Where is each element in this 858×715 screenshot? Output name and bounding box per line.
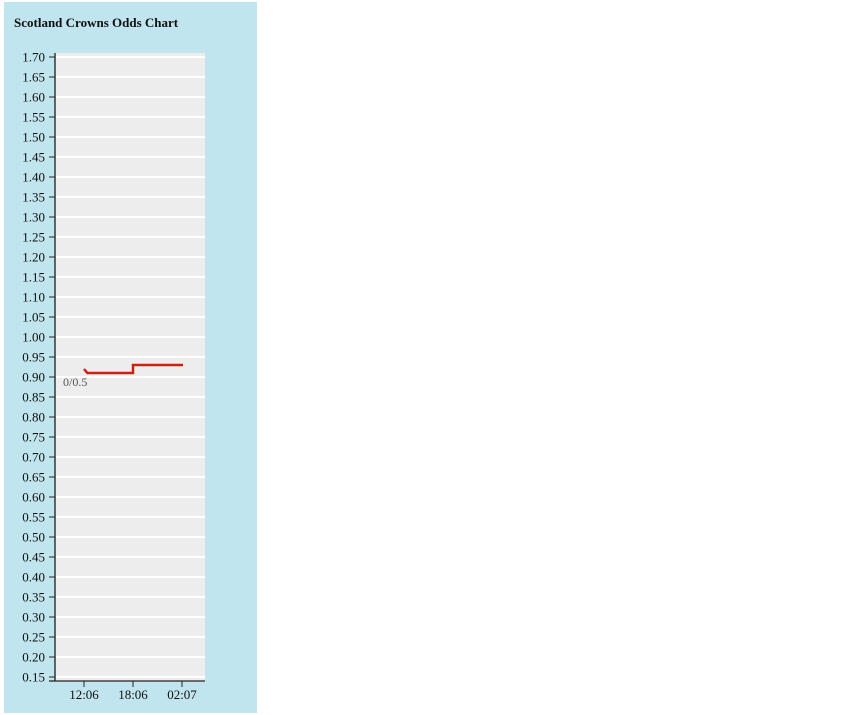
y-tick-label: 0.30 [22, 610, 45, 625]
y-tick-label: 0.85 [22, 390, 45, 405]
x-tick-label: 02:07 [167, 687, 197, 702]
y-tick-label: 1.05 [22, 310, 45, 325]
y-tick-label: 1.10 [22, 290, 45, 305]
plot-area [56, 53, 205, 681]
y-tick-label: 0.25 [22, 630, 45, 645]
y-tick-label: 0.35 [22, 590, 45, 605]
y-tick-label: 0.40 [22, 570, 45, 585]
x-tick-label: 18:06 [118, 687, 148, 702]
y-tick-label: 0.95 [22, 350, 45, 365]
y-tick-label: 1.45 [22, 150, 45, 165]
y-tick-label: 1.40 [22, 170, 45, 185]
y-tick-label: 1.00 [22, 330, 45, 345]
odds-chart: 1.70 1.65 1.60 1.55 1.50 1.45 1.40 1.35 1.30 1.25… [4, 2, 257, 713]
chart-title: Scotland Crowns Odds Chart [14, 15, 179, 30]
y-tick-label: 0.80 [22, 410, 45, 425]
y-tick-label: 0.65 [22, 470, 45, 485]
y-tick-label: 1.25 [22, 230, 45, 245]
y-tick-label: 0.60 [22, 490, 45, 505]
y-tick-label: 0.15 [22, 670, 45, 685]
y-tick-label: 1.55 [22, 110, 45, 125]
y-tick-label: 0.55 [22, 510, 45, 525]
y-tick-label: 0.70 [22, 450, 45, 465]
y-tick-label: 1.30 [22, 210, 45, 225]
y-tick-label: 1.35 [22, 190, 45, 205]
y-tick-label: 1.20 [22, 250, 45, 265]
odds-annotation: 0/0.5 [63, 375, 87, 389]
y-tick-label: 0.90 [22, 370, 45, 385]
y-tick-label: 0.45 [22, 550, 45, 565]
y-tick-label: 1.65 [22, 70, 45, 85]
odds-line-odds [83, 363, 183, 375]
y-tick-label: 0.75 [22, 430, 45, 445]
y-tick-label: 0.20 [22, 650, 45, 665]
y-tick-label: 1.70 [22, 50, 45, 65]
y-tick-label: 1.50 [22, 130, 45, 145]
y-tick-label: 1.15 [22, 270, 45, 285]
odds-chart-panel: 1.70 1.65 1.60 1.55 1.50 1.45 1.40 1.35 1.30 1.25… [4, 2, 257, 713]
x-tick-label: 12:06 [69, 687, 99, 702]
y-tick-label: 1.60 [22, 90, 45, 105]
y-tick-label: 0.50 [22, 530, 45, 545]
